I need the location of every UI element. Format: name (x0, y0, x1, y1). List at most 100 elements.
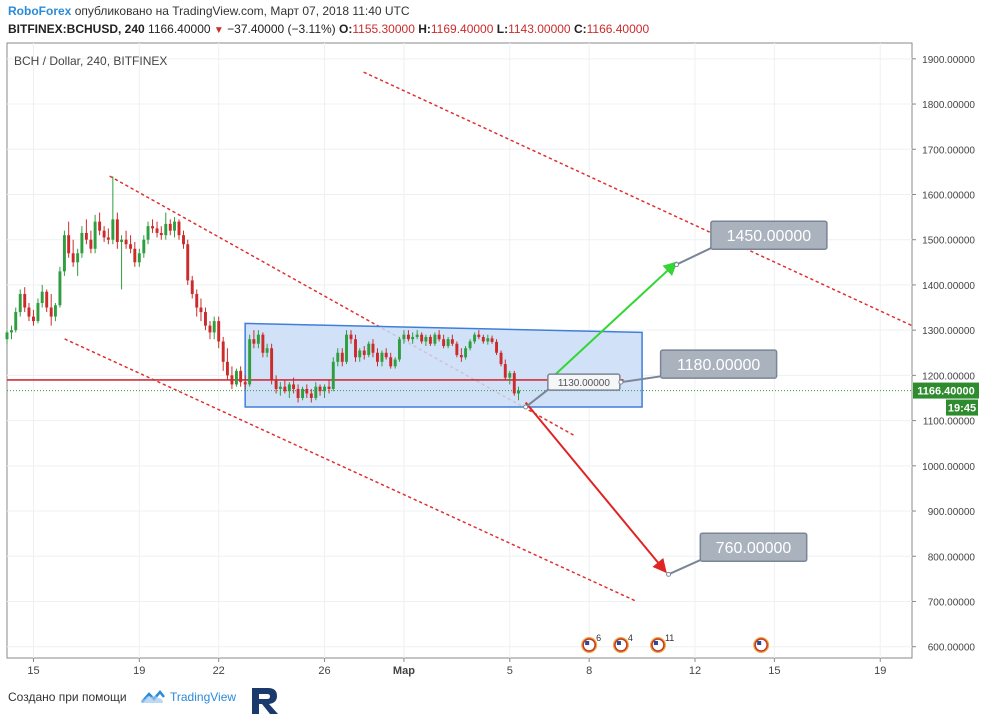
candle-body (270, 348, 274, 380)
time-tick-label: 22 (213, 665, 225, 677)
candle-body (437, 334, 441, 340)
candle-body (31, 316, 35, 322)
down-triangle-icon: ▼ (213, 25, 224, 36)
candle-body (358, 350, 362, 358)
candle-body (142, 239, 146, 254)
candle-body (296, 388, 300, 398)
countdown-label: 19:45 (948, 403, 976, 415)
candle-body (283, 386, 287, 392)
candle-body (512, 373, 516, 394)
arrow-bullish-target[interactable] (548, 261, 678, 381)
open-label: O: (339, 22, 353, 36)
candle-body (517, 390, 520, 394)
close-value: 1166.40000 (586, 22, 650, 36)
price-tick-label: 1600.00000 (922, 190, 975, 201)
candle-body (459, 355, 463, 358)
candle-body (305, 388, 309, 394)
candle-body (252, 339, 256, 344)
event-marker[interactable]: 4 (612, 633, 633, 653)
publish-text: опубликовано на TradingView.com, Март 07… (74, 4, 410, 18)
callout-pointer (620, 375, 663, 384)
candle-body (481, 336, 485, 342)
callout-anchor (618, 379, 624, 385)
countdown-tag (946, 399, 978, 416)
price-tick-label: 700.00000 (928, 597, 976, 608)
time-axis: 15 19 22 26 Мар 5 8 12 15 19 (27, 658, 886, 677)
time-tick-label: 15 (768, 665, 780, 677)
candle-body (354, 339, 357, 358)
candle-body (424, 336, 428, 342)
event-marker[interactable]: 6 (581, 633, 601, 653)
made-with-label: Создано при помощи (8, 690, 127, 704)
candle-body (503, 364, 507, 378)
price-tick-label: 900.00000 (928, 507, 976, 518)
time-tick-label: 19 (133, 665, 145, 677)
price-callouts[interactable]: 1130.00000 1180.00000 1450.00000 760.00000 (523, 220, 828, 577)
candle-body (248, 339, 252, 385)
candle-body (23, 293, 27, 308)
callout-anchor (673, 262, 679, 268)
price-tick-label: 800.00000 (928, 552, 976, 563)
callout-pointer (668, 558, 703, 576)
price-callout[interactable]: 1180.00000 (618, 349, 778, 385)
callout-box (710, 220, 828, 250)
price-tick-label: 600.00000 (928, 643, 976, 654)
candle-body (508, 373, 512, 378)
event-marker[interactable]: 11 (649, 633, 674, 653)
tradingview-link[interactable]: TradingView (170, 690, 237, 704)
brand-name[interactable]: RoboForex (8, 4, 72, 18)
last-price: 1166.40000 (148, 22, 211, 36)
candle-body (380, 352, 384, 362)
candle-body (199, 307, 203, 313)
candle-body (336, 352, 340, 362)
candle-body (230, 375, 234, 385)
price-callout[interactable]: 1450.00000 (673, 220, 828, 268)
price-chart[interactable]: 1130.000001180.000001450.00000760.00000 … (0, 0, 989, 678)
candle-body (450, 339, 454, 344)
candle-body (14, 312, 18, 331)
candle-body (261, 334, 265, 353)
candle-body (486, 338, 490, 342)
price-tick-label: 1800.00000 (922, 100, 975, 111)
ohlc-header: BITFINEX:BCHUSD, 240 1166.40000 ▼ −37.40… (8, 22, 649, 36)
candle-body (265, 348, 269, 353)
horizontal-line[interactable] (7, 379, 912, 392)
candle-body (204, 312, 207, 326)
candle-body (499, 352, 503, 365)
candle-body (402, 334, 406, 340)
price-callout[interactable]: 760.00000 (666, 532, 808, 577)
candle-body (217, 321, 221, 342)
arrow-bearish-target[interactable] (524, 401, 667, 574)
price-tick-label: 1000.00000 (922, 462, 975, 473)
candle-body (71, 253, 75, 263)
price-callout[interactable]: 1130.00000 (523, 373, 621, 410)
candle-body (490, 338, 494, 342)
candle-body (323, 386, 327, 392)
target-arrows[interactable] (524, 261, 678, 574)
candle-body (212, 321, 216, 333)
price-tick-label: 1500.00000 (922, 236, 975, 247)
event-count: 4 (628, 633, 633, 643)
candle-body (27, 307, 31, 317)
event-marker[interactable] (753, 637, 770, 653)
candle-body (195, 293, 199, 308)
time-tick-label: 5 (507, 665, 513, 677)
candle-body (376, 352, 379, 362)
time-tick-label: 12 (689, 665, 701, 677)
callout-label: 1180.00000 (677, 357, 760, 374)
candle-body (495, 341, 499, 353)
candle-body (137, 253, 141, 263)
callout-box (659, 349, 778, 379)
candle-body (256, 334, 260, 344)
candle-body (292, 384, 296, 389)
candle-body (446, 339, 450, 346)
candle-body (468, 341, 472, 349)
trend-line-channel-outer[interactable] (363, 71, 913, 327)
candle-body (80, 232, 84, 254)
economic-events[interactable]: 6 4 11 (581, 633, 770, 653)
candle-body (62, 235, 66, 272)
candle-body (225, 361, 229, 376)
price-tick-label: 1900.00000 (922, 55, 975, 66)
candle-body (40, 291, 44, 304)
trend-line-channel-lower[interactable] (64, 338, 638, 603)
